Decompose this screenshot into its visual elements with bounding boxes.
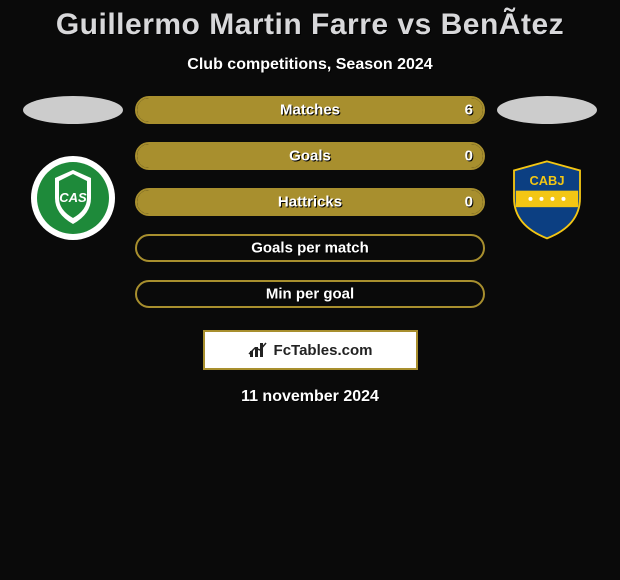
main-area: CAS Matches 6 Goals 0 Hattricks 0 <box>0 96 620 308</box>
brand-text: FcTables.com <box>274 342 373 359</box>
stat-right-value: 6 <box>465 102 473 119</box>
svg-text:CABJ: CABJ <box>530 173 565 188</box>
stat-label: Min per goal <box>266 286 354 303</box>
page-subtitle: Club competitions, Season 2024 <box>187 56 432 74</box>
right-player-panel: CABJ <box>497 96 597 242</box>
left-player-panel: CAS <box>23 96 123 242</box>
footer-date: 11 november 2024 <box>241 388 379 406</box>
brand-box[interactable]: FcTables.com <box>203 330 418 370</box>
stat-row: Min per goal <box>135 280 485 308</box>
stat-right-value: 0 <box>465 148 473 165</box>
left-club-logo: CAS <box>29 154 117 242</box>
stat-label: Hattricks <box>278 194 342 211</box>
stat-label: Goals <box>289 148 331 165</box>
left-player-silhouette <box>23 96 123 124</box>
stats-column: Matches 6 Goals 0 Hattricks 0 Goals per … <box>135 96 485 308</box>
svg-text:CAS: CAS <box>59 190 87 205</box>
right-player-silhouette <box>497 96 597 124</box>
right-club-logo: CABJ <box>503 154 591 242</box>
stat-label: Matches <box>280 102 340 119</box>
stat-row: Goals per match <box>135 234 485 262</box>
chart-icon <box>248 341 270 359</box>
stat-row: Goals 0 <box>135 142 485 170</box>
stat-row: Matches 6 <box>135 96 485 124</box>
stat-row: Hattricks 0 <box>135 188 485 216</box>
page-title: Guillermo Martin Farre vs BenÃ­tez <box>56 8 564 42</box>
stat-right-value: 0 <box>465 194 473 211</box>
stat-label: Goals per match <box>251 240 369 257</box>
